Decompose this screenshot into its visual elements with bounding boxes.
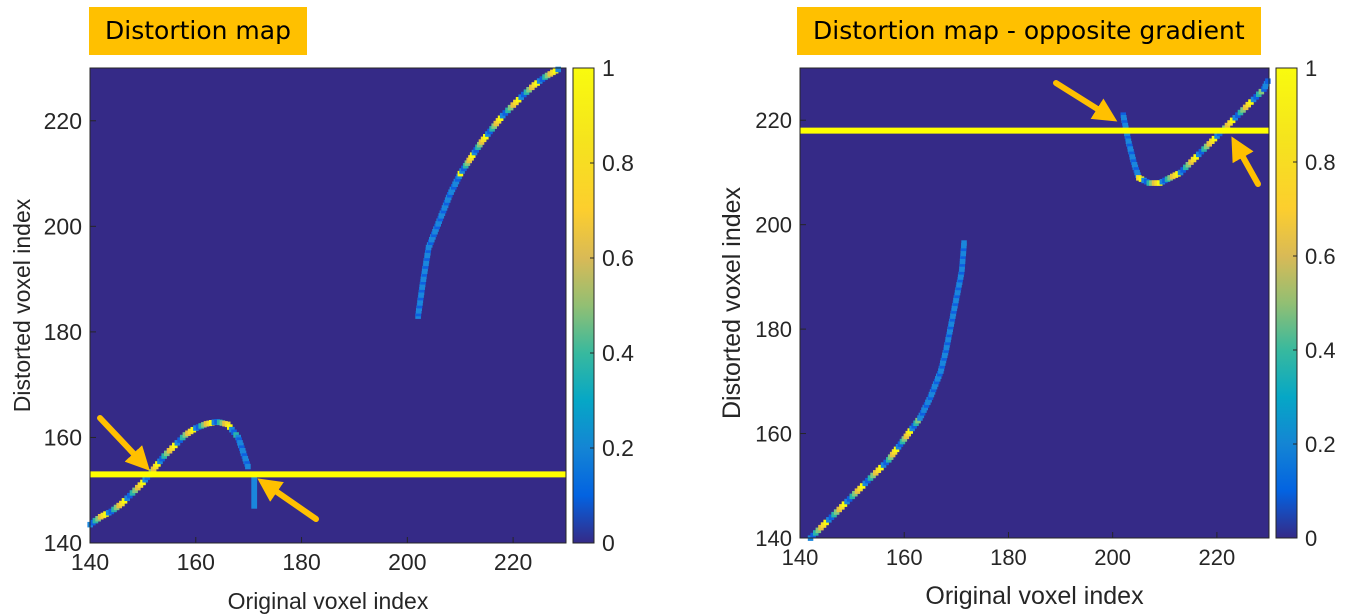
chart-1: 140 160 180 200 220 140 160 180 200 220 Original v… — [9, 55, 634, 614]
colorbar-tick-label: 0.6 — [1305, 244, 1336, 269]
heatmap-vertical-segment — [251, 477, 258, 509]
colorbar-tick-label: 0 — [602, 530, 615, 556]
plot-background — [90, 68, 566, 543]
colorbar-tick-label: 0.4 — [602, 340, 634, 366]
x-axis-label: Original voxel index — [925, 582, 1144, 610]
annotation-arrow — [1231, 136, 1261, 187]
heatmap-cells — [807, 78, 1271, 541]
annotation-arrow — [97, 415, 150, 471]
annotation-arrow — [1053, 80, 1118, 122]
y-tick-label: 220 — [755, 108, 792, 133]
y-tick-label: 200 — [755, 213, 792, 238]
x-tick-label: 200 — [1094, 545, 1131, 570]
colorbar-tick-label: 0 — [1305, 526, 1317, 551]
x-tick-label: 180 — [990, 545, 1027, 570]
chart-2: 140 160 180 200 220 140 160 180 200 220 Original v… — [718, 56, 1336, 610]
y-tick-label: 160 — [44, 424, 82, 450]
colorbar-tick-label: 0.4 — [1305, 338, 1336, 363]
colorbar-tick-label: 0.2 — [602, 435, 634, 461]
colorbar-tick-label: 0.2 — [1305, 432, 1336, 457]
colorbar-tick-label: 0.8 — [602, 150, 634, 176]
colorbar-tick-label: 0.8 — [1305, 150, 1336, 175]
y-tick-label: 140 — [755, 526, 792, 551]
chart-2-title: Distortion map - opposite gradient — [797, 7, 1261, 55]
chart-1-title: Distortion map — [89, 7, 307, 55]
heatmap-cell — [555, 66, 561, 73]
x-tick-label: 160 — [886, 545, 923, 570]
colorbar-gradient — [572, 67, 595, 544]
x-tick-label: 160 — [177, 549, 215, 575]
y-tick-label: 200 — [44, 213, 82, 239]
x-tick-label: 140 — [782, 545, 819, 570]
heatmap-cell — [1265, 78, 1271, 84]
plot-background — [800, 68, 1269, 538]
plot-frame — [799, 67, 1270, 539]
heatmap-cell — [961, 240, 967, 246]
colorbar-tick-label: 1 — [1305, 56, 1317, 81]
y-tick-label: 160 — [755, 422, 792, 447]
annotation-arrow — [257, 478, 319, 522]
colorbar: 0 0.2 0.4 0.6 0.8 1 — [1275, 56, 1336, 551]
x-tick-label: 220 — [1199, 545, 1236, 570]
x-tick-label: 220 — [494, 549, 532, 575]
y-tick-label: 220 — [44, 108, 82, 134]
x-axis-label: Original voxel index — [228, 588, 429, 614]
y-axis-label: Distorted voxel index — [718, 186, 746, 419]
colorbar-tick-label: 1 — [602, 55, 615, 81]
colorbar-gradient — [1275, 67, 1298, 539]
y-tick-label: 180 — [755, 317, 792, 342]
colorbar-tick-label: 0.6 — [602, 245, 634, 271]
y-tick-label: 180 — [44, 319, 82, 345]
x-tick-label: 200 — [388, 549, 426, 575]
x-tick-label: 180 — [282, 549, 320, 575]
y-tick-label: 140 — [44, 530, 82, 556]
x-tick-label: 140 — [71, 549, 109, 575]
plot-frame — [89, 67, 567, 544]
y-axis-label: Distorted voxel index — [9, 198, 35, 412]
colorbar: 0 0.2 0.4 0.6 0.8 1 — [572, 55, 634, 556]
heatmap-cell — [245, 463, 251, 470]
